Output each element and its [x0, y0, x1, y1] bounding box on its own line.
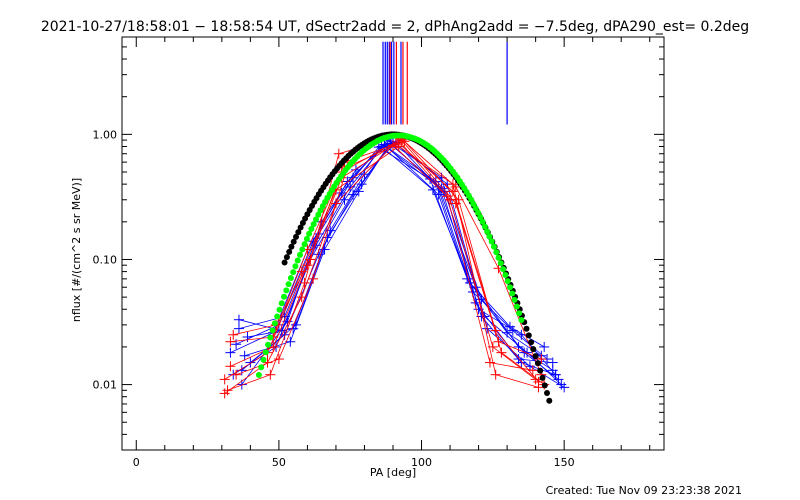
x-tick-label: 100: [411, 456, 432, 469]
red-data-point: [496, 347, 507, 358]
blue-data-point: [516, 329, 527, 340]
blue-series-line: [241, 143, 556, 385]
green-fit-curve: [255, 132, 525, 378]
blue-data-point: [559, 382, 570, 393]
red-data-point: [487, 341, 498, 352]
y-tick-label: 1.00: [93, 128, 118, 141]
blue-data-point: [233, 314, 244, 325]
red-data-point: [533, 376, 544, 387]
red-series-line: [227, 136, 536, 391]
red-series-line: [230, 139, 542, 367]
blue-series-line: [233, 145, 545, 376]
y-axis-label: nflux [#/(cm^2 s sr MeV)]: [70, 178, 83, 322]
x-tick-label: 150: [554, 456, 575, 469]
red-data-point: [333, 148, 344, 159]
blue-data-point: [516, 357, 527, 368]
blue-data-point: [233, 323, 244, 334]
red-data-point: [219, 388, 230, 399]
red-data-point: [219, 374, 230, 385]
red-series-line: [235, 140, 545, 385]
plot-marks: [219, 41, 570, 404]
black-fit-curve: [281, 131, 553, 404]
red-data-point: [273, 354, 284, 365]
red-data-point: [231, 369, 242, 380]
y-tick-label: 0.01: [93, 379, 118, 392]
blue-data-point: [245, 357, 256, 368]
blue-data-point: [291, 319, 302, 330]
blue-data-point: [285, 336, 296, 347]
blue-data-point: [336, 187, 347, 198]
blue-data-point: [239, 350, 250, 361]
red-data-point: [302, 260, 313, 271]
red-data-point: [225, 361, 236, 372]
blue-series-line: [244, 142, 559, 380]
red-data-point: [536, 354, 547, 365]
red-series-line: [230, 138, 542, 375]
blue-data-point: [550, 369, 561, 380]
blue-data-point: [242, 332, 253, 343]
red-data-point: [228, 329, 239, 340]
red-data-point: [225, 336, 236, 347]
blue-series-line: [235, 144, 548, 360]
plot-frame: [121, 36, 665, 451]
red-data-point: [305, 254, 316, 265]
blue-data-point: [325, 225, 336, 236]
blue-data-point: [553, 374, 564, 385]
y-tick-label: 0.10: [93, 253, 118, 266]
blue-data-point: [513, 341, 524, 352]
red-data-point: [447, 186, 458, 197]
blue-data-point: [433, 189, 444, 200]
x-axis: 0 50 100 150: [133, 37, 651, 469]
blue-data-point: [522, 347, 533, 358]
red-series-line: [224, 144, 533, 394]
blue-data-point: [225, 347, 236, 358]
blue-data-point: [350, 164, 361, 175]
blue-data-point: [502, 327, 513, 338]
blue-data-point: [539, 341, 550, 352]
red-data-point: [308, 273, 319, 284]
created-timestamp: Created: Tue Nov 09 23:23:38 2021: [546, 484, 742, 497]
red-data-point: [490, 369, 501, 380]
blue-data-point: [436, 183, 447, 194]
red-data-point: [453, 194, 464, 205]
red-series-line: [224, 146, 539, 388]
red-data-point: [265, 369, 276, 380]
blue-data-point: [462, 273, 473, 284]
x-tick-label: 50: [272, 456, 286, 469]
x-axis-label: PA [deg]: [370, 466, 416, 479]
blue-data-point: [547, 357, 558, 368]
red-data-point: [299, 277, 310, 288]
red-data-point: [527, 365, 538, 376]
blue-data-point: [504, 321, 515, 332]
red-data-point: [484, 357, 495, 368]
y-axis: 0.01 0.10 1.00: [93, 36, 664, 451]
x-tick-label: 0: [133, 456, 140, 469]
chart-title: 2021-10-27/18:58:01 − 18:58:54 UT, dSect…: [41, 19, 749, 35]
